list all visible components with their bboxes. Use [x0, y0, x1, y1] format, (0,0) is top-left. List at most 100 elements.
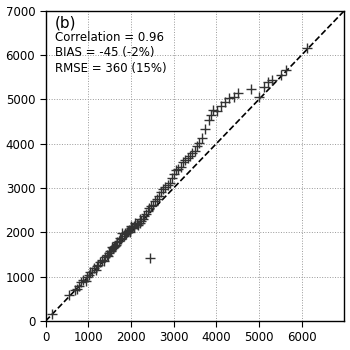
Point: [156, 193, 162, 199]
Point: [84, 274, 90, 279]
Point: [121, 233, 126, 239]
Point: [83, 278, 89, 284]
Point: [110, 244, 115, 249]
Point: [135, 222, 141, 228]
Point: [173, 167, 178, 173]
Point: [235, 91, 240, 96]
Point: [214, 108, 219, 114]
Point: [182, 157, 188, 163]
Point: [270, 77, 275, 83]
Point: [190, 150, 195, 156]
Point: [304, 45, 310, 51]
Point: [134, 221, 139, 227]
Point: [106, 250, 112, 255]
Point: [124, 229, 130, 235]
Point: [99, 257, 105, 262]
Point: [196, 140, 202, 146]
Point: [222, 99, 228, 105]
Point: [194, 144, 200, 149]
Point: [147, 205, 152, 211]
Point: [112, 243, 118, 249]
Point: [118, 236, 124, 241]
Point: [108, 248, 113, 254]
Point: [93, 267, 98, 272]
Point: [111, 244, 117, 249]
Point: [171, 172, 177, 177]
Text: Correlation = 0.96: Correlation = 0.96: [55, 31, 163, 44]
Point: [261, 84, 267, 90]
Point: [102, 254, 108, 260]
Point: [95, 262, 101, 267]
Point: [202, 126, 208, 131]
Point: [130, 225, 135, 231]
Point: [140, 216, 145, 221]
Point: [145, 208, 150, 213]
Point: [104, 253, 110, 258]
Point: [94, 263, 100, 268]
Point: [137, 217, 143, 222]
Point: [74, 286, 79, 292]
Point: [283, 68, 289, 73]
Point: [147, 255, 153, 260]
Point: [105, 253, 111, 259]
Point: [114, 239, 120, 245]
Point: [108, 248, 114, 254]
Point: [218, 104, 223, 109]
Point: [158, 189, 164, 194]
Point: [97, 259, 103, 265]
Point: [152, 198, 158, 204]
Point: [131, 225, 136, 230]
Point: [226, 96, 232, 101]
Point: [211, 107, 216, 113]
Point: [192, 148, 197, 154]
Text: (b): (b): [55, 15, 76, 30]
Point: [187, 153, 193, 159]
Point: [117, 235, 123, 240]
Point: [126, 229, 131, 234]
Point: [132, 220, 138, 226]
Point: [231, 95, 237, 100]
Point: [128, 225, 133, 231]
Point: [127, 229, 133, 235]
Point: [89, 269, 95, 275]
Point: [110, 245, 116, 251]
Point: [73, 287, 78, 293]
Point: [86, 272, 91, 278]
Point: [167, 180, 173, 186]
Point: [154, 196, 159, 201]
Point: [80, 277, 86, 282]
Point: [175, 167, 181, 172]
Point: [77, 283, 82, 288]
Point: [79, 279, 84, 284]
Point: [143, 211, 149, 217]
Point: [160, 187, 166, 192]
Point: [185, 155, 190, 161]
Point: [178, 164, 183, 170]
Point: [199, 135, 205, 141]
Point: [248, 86, 254, 91]
Point: [141, 214, 147, 219]
Point: [278, 72, 284, 78]
Point: [165, 182, 170, 188]
Point: [265, 79, 271, 85]
Point: [208, 112, 213, 118]
Point: [132, 223, 137, 229]
Point: [137, 220, 142, 226]
Point: [128, 223, 134, 229]
Point: [49, 312, 55, 317]
Point: [123, 231, 129, 237]
Text: BIAS = -45 (-2%): BIAS = -45 (-2%): [55, 46, 154, 59]
Point: [91, 265, 97, 271]
Point: [114, 242, 119, 247]
Point: [180, 160, 186, 165]
Point: [122, 230, 127, 236]
Text: RMSE = 360 (15%): RMSE = 360 (15%): [55, 62, 166, 75]
Point: [148, 203, 154, 209]
Point: [139, 218, 144, 224]
Point: [116, 238, 121, 244]
Point: [162, 184, 168, 190]
Point: [101, 258, 107, 264]
Point: [66, 293, 72, 298]
Point: [169, 175, 175, 181]
Point: [88, 270, 93, 275]
